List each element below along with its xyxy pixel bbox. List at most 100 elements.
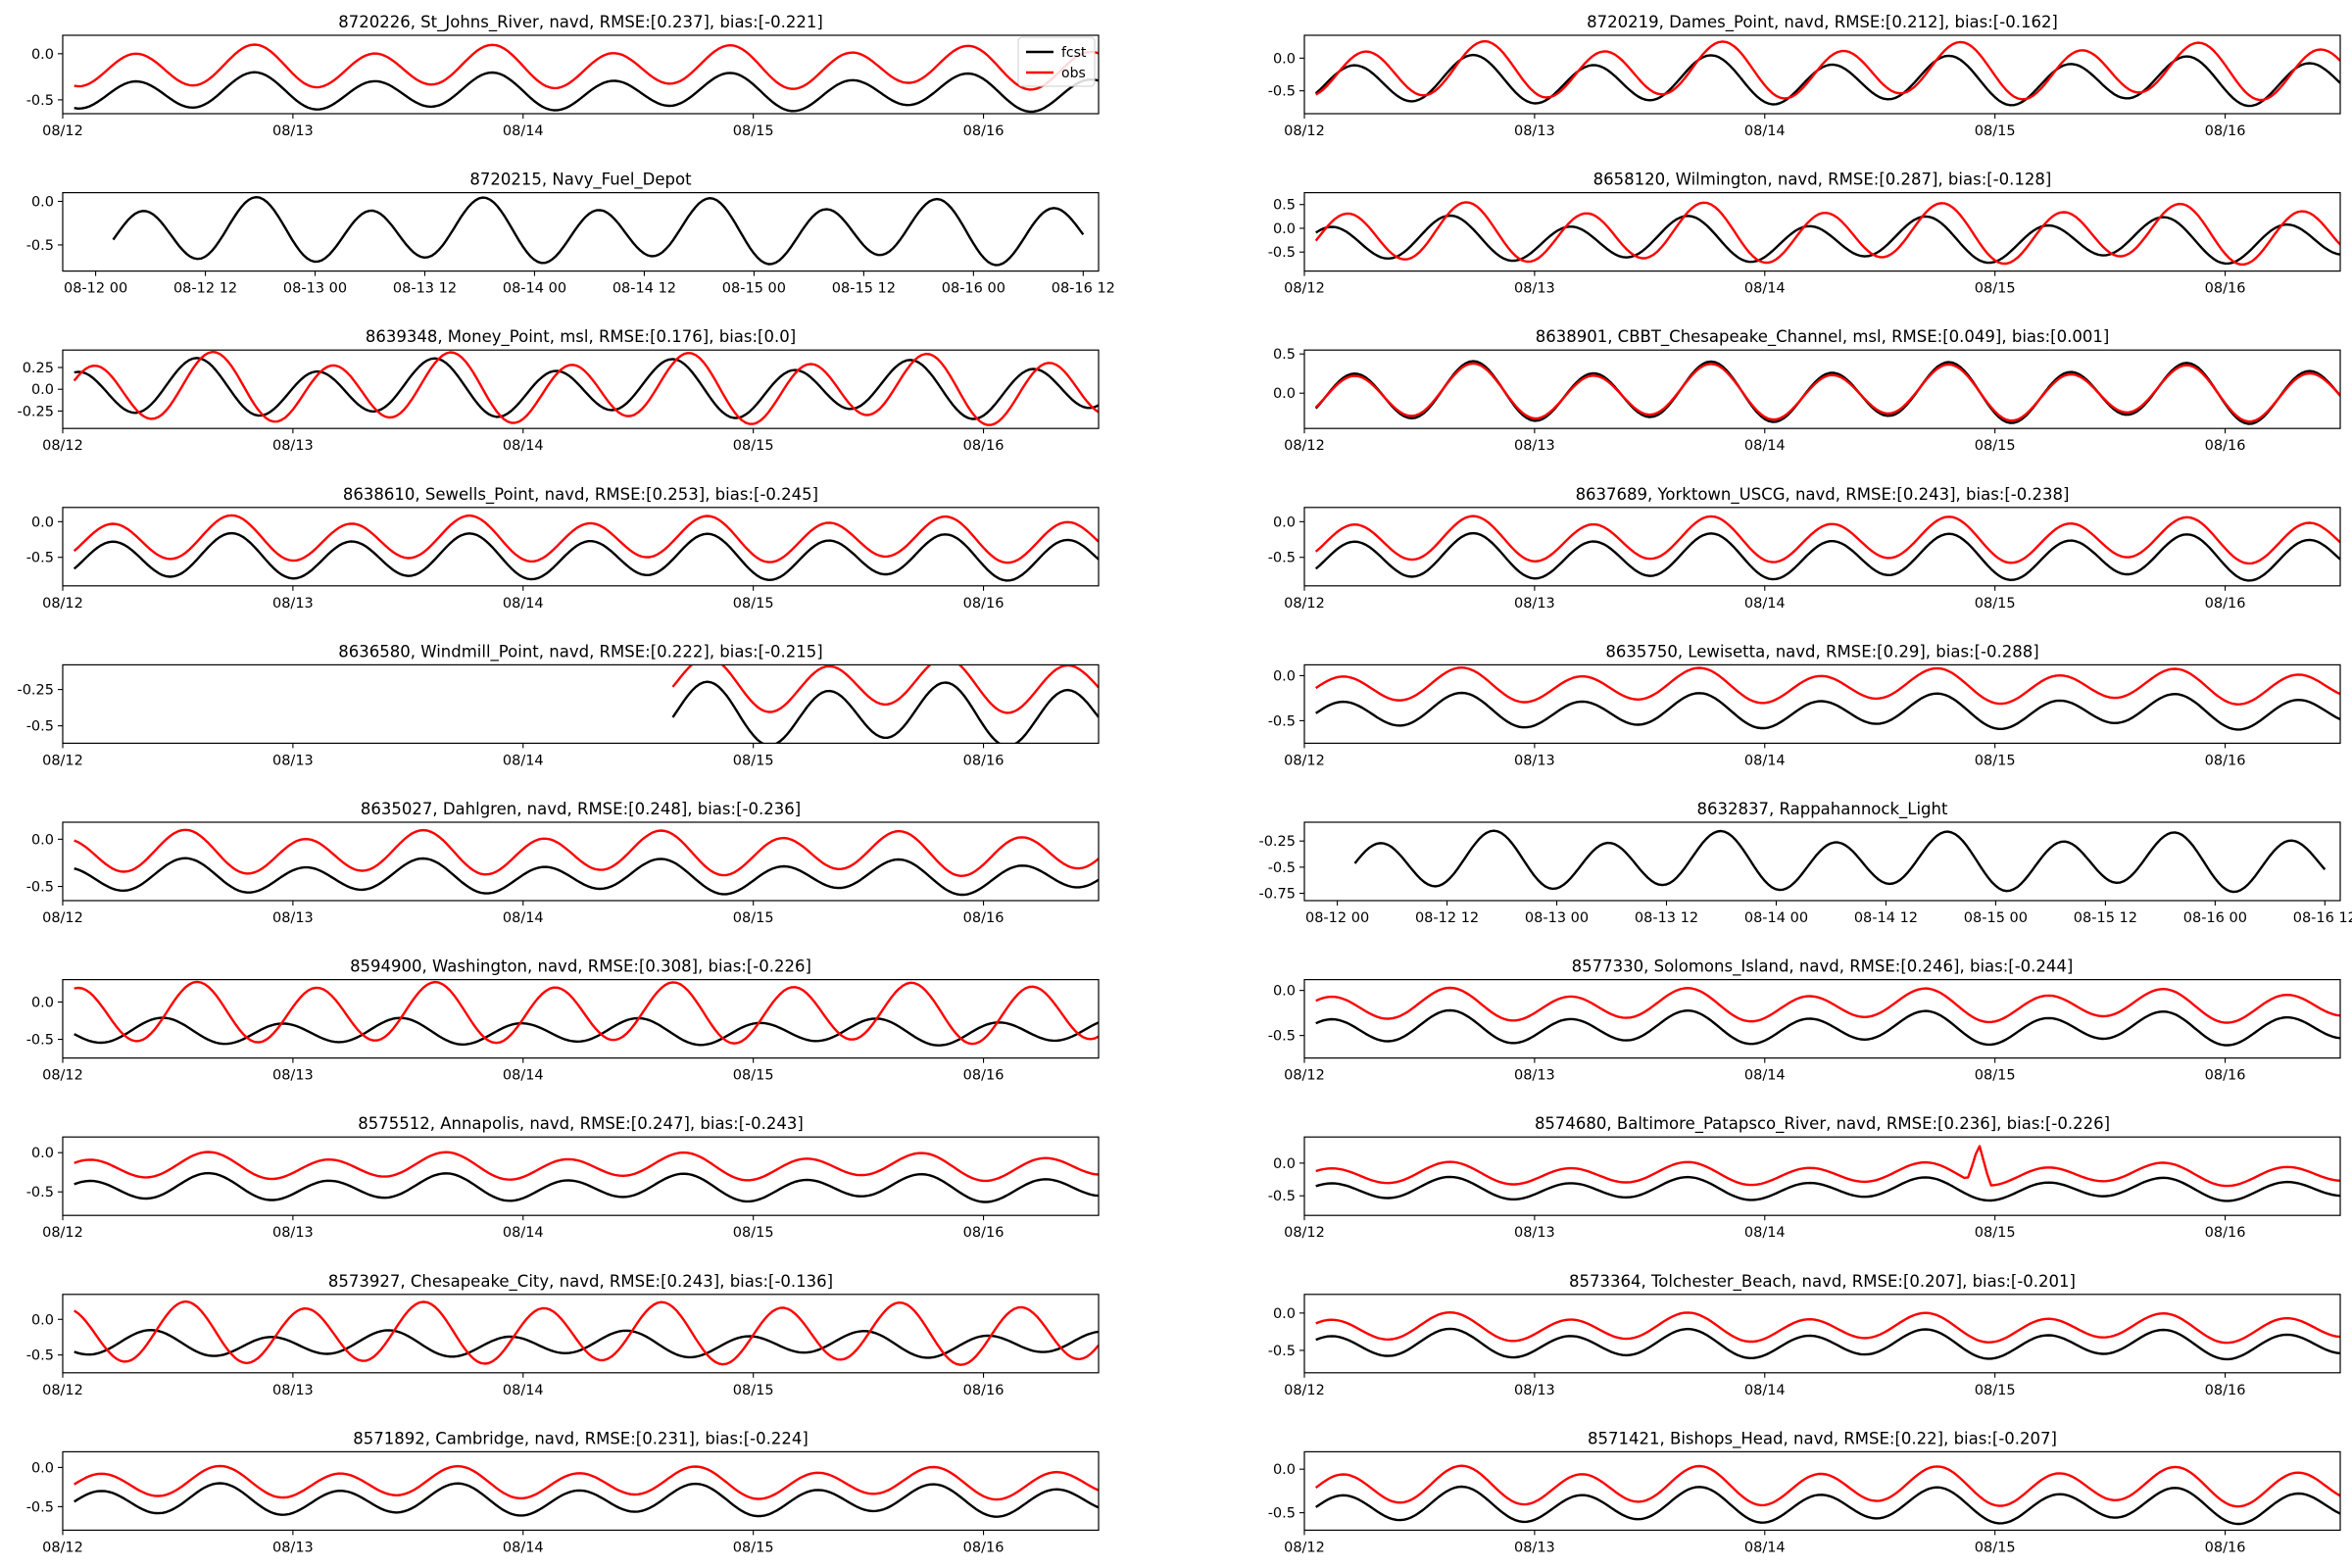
y-tick-label: 0.0 [1273,514,1296,530]
x-tick-label: 08-15 00 [722,281,786,297]
x-tick-label: 08/14 [503,1540,544,1555]
x-tick-label: 08/16 [963,438,1004,454]
series-line-fcst [1314,531,2340,582]
y-tick-label: 0.0 [31,382,54,398]
x-tick-label: 08-15 00 [1964,910,2028,926]
y-tick-label: -0.5 [26,880,54,896]
x-tick-label: 08/16 [2205,1068,2246,1084]
x-tick-label: 08/16 [2205,438,2246,454]
y-tick-label: 0.25 [23,361,54,376]
x-tick-label: 08/16 [963,596,1004,612]
x-tick-label: 08/12 [1284,1540,1325,1555]
x-tick-label: 08/13 [1514,1540,1555,1555]
y-tick-label: 0.0 [1273,386,1296,402]
x-tick-label: 08/15 [733,438,774,454]
subplot-title: 8575512, Annapolis, navd, RMSE:[0.247], … [358,1114,804,1133]
x-tick-label: 08/15 [1975,753,2016,768]
x-tick-label: 08/12 [1284,753,1325,768]
x-tick-label: 08/12 [1284,1225,1325,1241]
series-line-fcst [1315,214,2340,266]
y-tick-label: 0.0 [31,1146,54,1161]
x-tick-label: 08/14 [1744,596,1786,612]
series-line-obs [1315,1145,2340,1188]
series-line-obs [1315,666,2340,706]
x-tick-label: 08-14 00 [1744,910,1808,926]
x-tick-label: 08/13 [272,1225,314,1241]
x-tick-label: 08/15 [1975,1068,2016,1084]
y-tick-label: 0.0 [31,1460,54,1476]
x-tick-label: 08/16 [2205,1540,2246,1555]
x-tick-label: 08-15 12 [832,281,896,297]
subplot: 8571892, Cambridge, navd, RMSE:[0.231], … [26,1429,1100,1555]
x-tick-label: 08/14 [503,123,544,139]
x-tick-label: 08/13 [272,123,314,139]
x-tick-label: 08/15 [733,753,774,768]
x-tick-label: 08/14 [1744,1540,1786,1555]
x-tick-label: 08/13 [1514,1383,1555,1398]
subplot: 8658120, Wilmington, navd, RMSE:[0.287],… [1268,171,2341,297]
axes-frame [1303,507,2341,587]
x-tick-label: 08/12 [1284,596,1325,612]
subplot-title: 8635027, Dahlgren, navd, RMSE:[0.248], b… [361,800,801,818]
x-tick-label: 08/15 [733,1225,774,1241]
axes-frame [62,349,1100,429]
series-line-fcst [1353,829,2327,894]
x-tick-label: 08/13 [1514,281,1555,297]
x-tick-label: 08-14 12 [1854,910,1918,926]
x-tick-label: 08/13 [1514,438,1555,454]
subplot-title: 8720226, St_Johns_River, navd, RMSE:[0.2… [338,13,823,32]
x-tick-label: 08/14 [1744,753,1786,768]
subplot: 8573927, Chesapeake_City, navd, RMSE:[0.… [26,1272,1100,1398]
x-tick-label: 08-12 00 [1305,910,1369,926]
subplot: 8638610, Sewells_Point, navd, RMSE:[0.25… [26,485,1100,612]
x-tick-label: 08/13 [272,1383,314,1398]
y-tick-label: 0.0 [31,995,54,1010]
y-tick-label: -0.5 [26,719,54,735]
series-line-obs [1314,201,2340,266]
axes-frame [1303,349,2341,429]
axes-frame [62,507,1100,587]
y-tick-label: 0.0 [1273,1462,1296,1478]
series-line-fcst [74,857,1099,897]
x-tick-label: 08-16 12 [2293,910,2352,926]
y-tick-label: 0.0 [31,514,54,530]
subplot: 8720219, Dames_Point, navd, RMSE:[0.212]… [1268,13,2341,139]
series-line-fcst [671,680,1099,744]
x-tick-label: 08-16 12 [1052,281,1115,297]
subplot-title: 8594900, Washington, navd, RMSE:[0.308],… [350,957,811,976]
subplot-title: 8638901, CBBT_Chesapeake_Channel, msl, R… [1536,327,2110,347]
series-line-fcst [1315,1175,2340,1202]
x-tick-label: 08/14 [1744,1225,1786,1241]
y-tick-label: -0.5 [26,551,54,566]
series-line-fcst [1315,1485,2340,1526]
x-tick-label: 08/13 [1514,596,1555,612]
axes-frame [1303,978,2341,1059]
x-tick-label: 08/16 [2205,753,2246,768]
x-tick-label: 08/12 [42,438,83,454]
x-tick-label: 08/16 [963,1225,1004,1241]
axes-frame [62,34,1100,115]
x-tick-label: 08/12 [1284,438,1325,454]
x-tick-label: 08/12 [42,910,83,926]
x-tick-label: 08/13 [272,596,314,612]
x-tick-label: 08/12 [42,1068,83,1084]
x-tick-label: 08/14 [1744,1068,1786,1084]
subplot: 8573364, Tolchester_Beach, navd, RMSE:[0… [1268,1272,2341,1398]
y-tick-label: -0.25 [17,683,54,699]
x-tick-label: 08/12 [42,596,83,612]
series-line-fcst [73,531,1099,582]
series-line-fcst [74,1482,1099,1518]
series-line-obs [1315,39,2340,102]
x-tick-label: 08-13 00 [1525,910,1589,926]
x-tick-label: 08-13 00 [283,281,347,297]
subplot: 8720226, St_Johns_River, navd, RMSE:[0.2… [26,13,1100,139]
subplot: 8577330, Solomons_Island, navd, RMSE:[0.… [1268,957,2341,1084]
subplot-title: 8573927, Chesapeake_City, navd, RMSE:[0.… [328,1272,833,1292]
series-line-obs [74,1464,1099,1501]
legend-label-fcst: fcst [1061,45,1087,61]
series-line-obs [74,1299,1099,1366]
x-tick-label: 08/16 [963,123,1004,139]
subplot-title: 8573364, Tolchester_Beach, navd, RMSE:[0… [1569,1272,2076,1292]
x-tick-label: 08-12 12 [173,281,237,297]
